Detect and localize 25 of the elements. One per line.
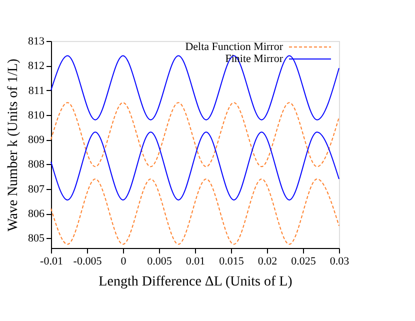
line-series <box>50 102 340 168</box>
y-tick-label: 809 <box>28 134 45 146</box>
legend-label: Delta Function Mirror <box>185 41 284 53</box>
x-tick-label: -0.005 <box>73 256 102 268</box>
x-tick-label: 0.015 <box>219 256 244 268</box>
line-series <box>50 132 340 200</box>
y-tick-label: 807 <box>28 183 45 196</box>
y-tick-label: 813 <box>28 36 45 48</box>
y-tick-label: 805 <box>28 232 45 245</box>
x-tick-label: 0.01 <box>186 256 206 268</box>
x-tick-label: 0.005 <box>147 256 172 268</box>
x-tick-label: 0.025 <box>291 256 316 268</box>
x-tick-label: 0.03 <box>330 256 350 268</box>
y-tick-label: 810 <box>28 109 45 122</box>
y-axis-title: Wave Number k (Units of 1/L) <box>6 58 21 232</box>
y-tick-label: 811 <box>28 84 44 97</box>
y-tick-label: 808 <box>28 158 45 171</box>
x-tick-label: 0.02 <box>258 256 278 268</box>
line-series <box>50 178 340 245</box>
x-tick-label: 0 <box>120 256 127 268</box>
y-tick-label: 812 <box>28 60 44 72</box>
x-axis-title: Length Difference ΔL (Units of L) <box>98 274 293 290</box>
y-tick-label: 806 <box>28 208 45 220</box>
line-series <box>50 55 340 120</box>
x-tick-label: -0.01 <box>40 256 63 268</box>
